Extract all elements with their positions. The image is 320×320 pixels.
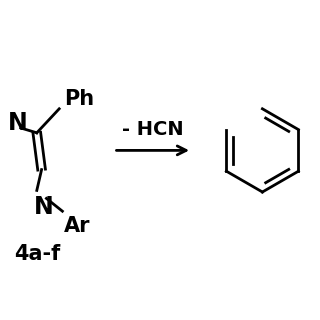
Text: 4a-f: 4a-f [14,244,60,264]
Text: - HCN: - HCN [122,120,184,139]
Text: N: N [8,111,28,135]
Text: Ar: Ar [64,216,91,236]
Text: N: N [34,195,53,219]
Text: Ph: Ph [64,89,94,109]
